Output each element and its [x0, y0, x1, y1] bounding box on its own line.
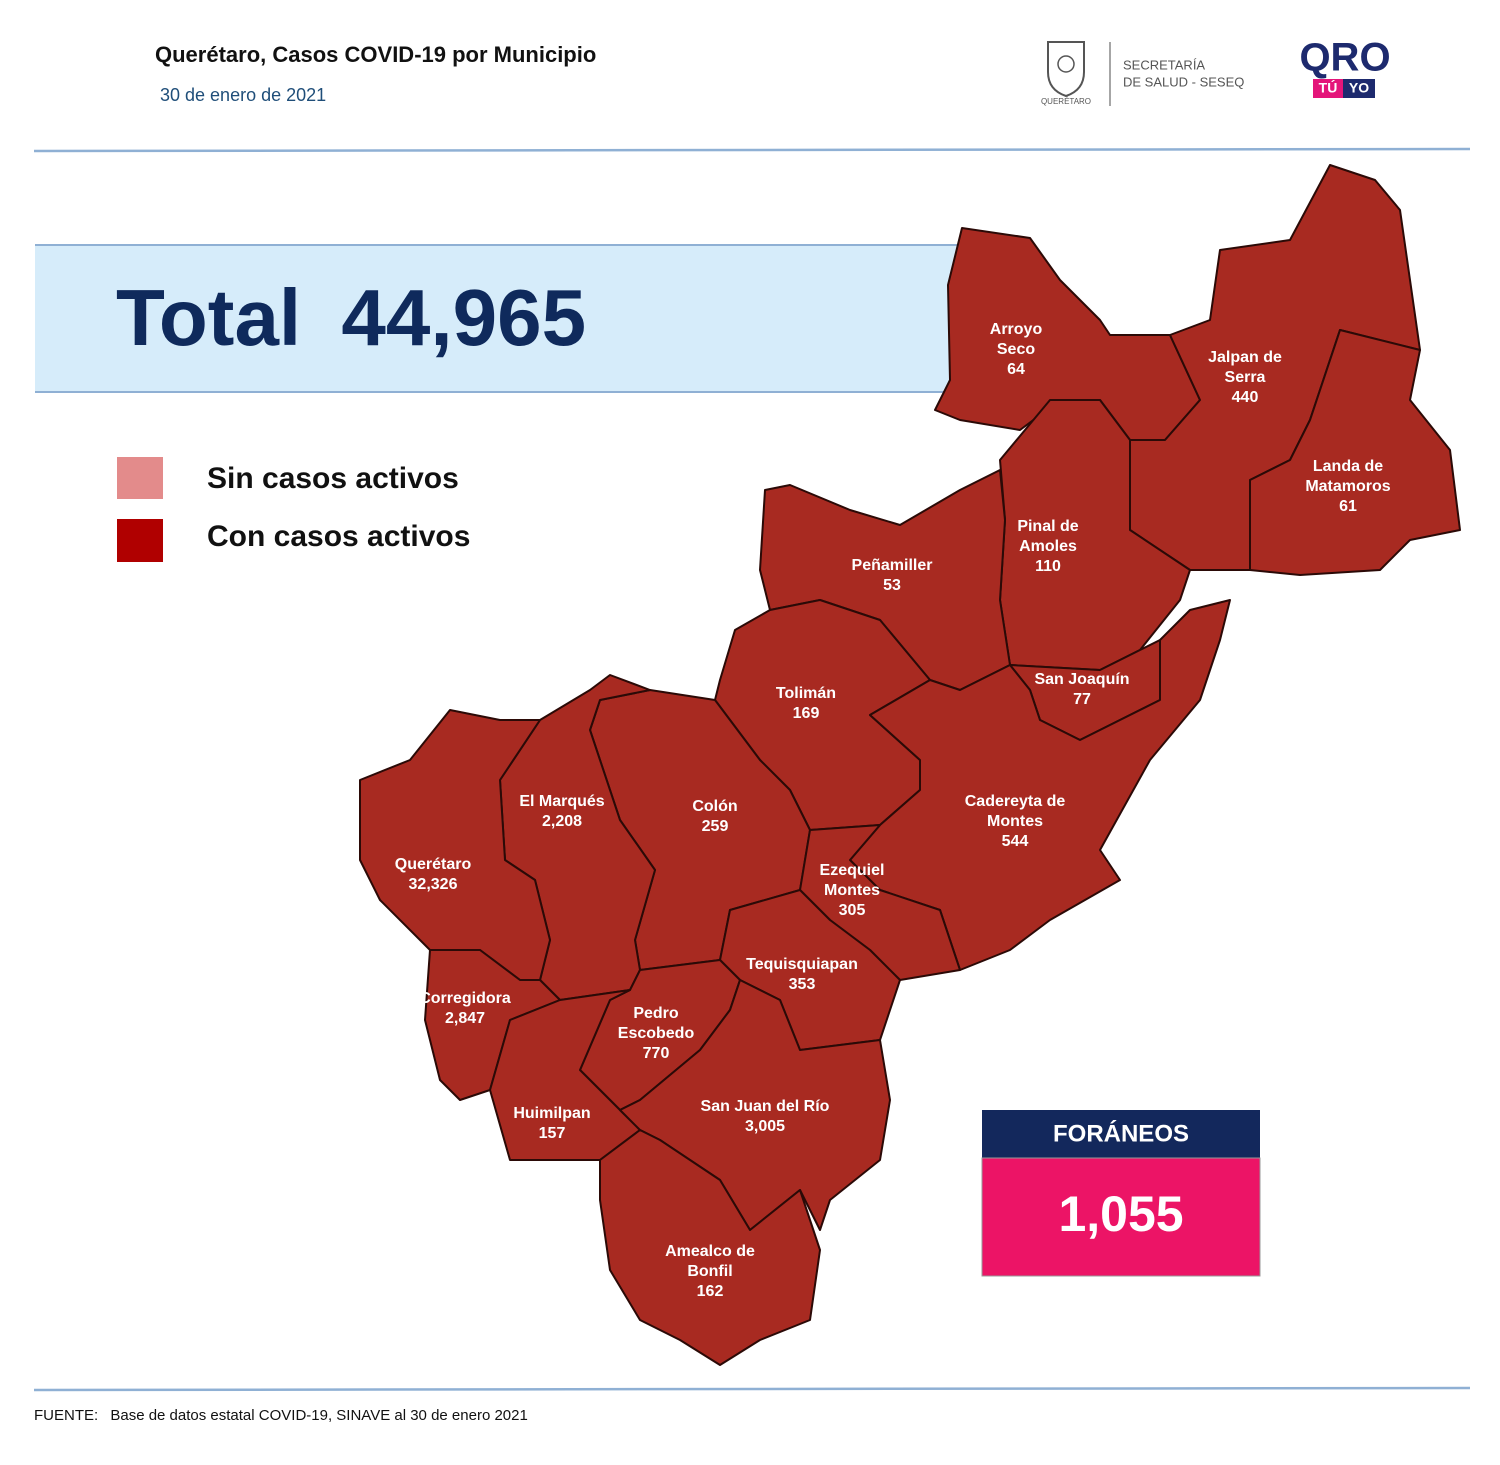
- municipality-name: Jalpan de: [1208, 349, 1282, 366]
- municipality-name: Arroyo: [990, 321, 1043, 338]
- municipality: [359, 709, 551, 981]
- municipality-label: Huimilpan 157: [513, 1105, 590, 1142]
- total-banner: Total 44,965: [35, 244, 965, 393]
- date: 30 de enero de 2021: [160, 85, 326, 105]
- legend-swatch: [117, 519, 163, 562]
- municipality-name: Ezequiel: [820, 862, 885, 879]
- map-labels: Arroyo Seco 64 Jalpan de Serra 440 Landa de Mat…: [395, 321, 1391, 1300]
- qro: QRO: [1299, 36, 1390, 80]
- foraneos-value: 1,055: [1058, 1186, 1183, 1242]
- municipality-label: Pinal de Amoles 110: [1017, 518, 1078, 575]
- title: Querétaro, Casos COVID-19 por Municipio: [155, 42, 596, 67]
- municipality-label: Colón 259: [692, 798, 737, 835]
- case-count: 162: [697, 1283, 724, 1300]
- municipality-name: Pedro: [633, 1005, 679, 1022]
- municipality-name: Matamoros: [1305, 478, 1390, 495]
- municipality-label: San Juan del Río 3,005: [701, 1098, 830, 1135]
- qro-logo: QRO TÚ YO: [1299, 36, 1391, 98]
- municipality-label: Cadereyta de Montes 544: [965, 793, 1066, 850]
- tu: TÚ: [1319, 79, 1338, 96]
- municipality-name: Huimilpan: [513, 1105, 590, 1122]
- case-count: 353: [789, 976, 816, 993]
- municipality-name: Cadereyta de: [965, 793, 1066, 810]
- municipality-label: Amealco de Bonfil 162: [665, 1243, 755, 1300]
- yo: YO: [1349, 80, 1369, 96]
- legend: Sin casos activos Con casos activos: [117, 457, 470, 562]
- municipality-label: Tequisquiapan 353: [746, 956, 858, 993]
- municipality-label: Tolimán 169: [776, 685, 836, 722]
- source-label: FUENTE:: [34, 1407, 98, 1424]
- municipality-name: Serra: [1225, 369, 1266, 386]
- municipality-name: Bonfil: [687, 1263, 732, 1280]
- municipality-label: Pedro Escobedo 770: [618, 1005, 695, 1062]
- case-count: 32,326: [409, 876, 458, 893]
- municipality-label: Corregidora 2,847: [419, 990, 511, 1027]
- case-count: 770: [643, 1045, 670, 1062]
- case-count: 2,208: [542, 813, 582, 830]
- legend-label: Sin casos activos: [207, 462, 459, 495]
- divider: [33, 1386, 1471, 1392]
- legend-swatch: [117, 457, 163, 499]
- source-text: Base de datos estatal COVID-19, SINAVE a…: [110, 1407, 527, 1424]
- case-count: 305: [839, 902, 866, 919]
- municipality-label: Querétaro 32,326: [395, 856, 472, 893]
- map: [359, 164, 1461, 1366]
- secretaria: SECRETARÍA: [1123, 57, 1205, 72]
- municipality-name: Querétaro: [395, 856, 472, 873]
- municipality-name: Seco: [997, 341, 1035, 358]
- municipality-label: Arroyo Seco 64: [990, 321, 1043, 378]
- municipality-name: Amealco de: [665, 1243, 755, 1260]
- municipality-name: Landa de: [1313, 458, 1383, 475]
- municipality-name: Montes: [987, 813, 1043, 830]
- municipality: [599, 1129, 821, 1366]
- municipality-name: Pinal de: [1017, 518, 1078, 535]
- municipality-name: Peñamiller: [852, 557, 933, 574]
- municipality: [1249, 329, 1461, 576]
- case-count: 110: [1035, 558, 1061, 575]
- case-count: 440: [1232, 389, 1259, 406]
- case-count: 61: [1339, 498, 1357, 515]
- municipality-name: San Juan del Río: [701, 1098, 830, 1115]
- case-count: 77: [1073, 691, 1091, 708]
- municipality-name: San Joaquín: [1034, 671, 1129, 688]
- municipality-name: Amoles: [1019, 538, 1077, 555]
- source: FUENTE: Base de datos estatal COVID-19, …: [34, 1407, 528, 1424]
- case-count: 169: [793, 705, 820, 722]
- municipality-name: Montes: [824, 882, 880, 899]
- municipality-label: Jalpan de Serra 440: [1208, 349, 1282, 406]
- case-count: 259: [702, 818, 729, 835]
- case-count: 3,005: [745, 1118, 785, 1135]
- case-count: 544: [1002, 833, 1029, 850]
- municipality-label: Landa de Matamoros 61: [1305, 458, 1390, 515]
- municipality-label: San Joaquín 77: [1034, 671, 1129, 708]
- municipality-name: Tequisquiapan: [746, 956, 858, 973]
- foraneos-box: FORÁNEOS 1,055: [981, 1110, 1261, 1277]
- state-logo: QUERÉTARO SECRETARÍA DE SALUD - SESEQ: [1041, 41, 1244, 106]
- foraneos-label: FORÁNEOS: [1053, 1119, 1189, 1147]
- legend-label: Con casos activos: [207, 520, 470, 553]
- state-logo-text: QUERÉTARO: [1041, 97, 1091, 106]
- total: Total 44,965: [116, 273, 586, 362]
- divider: [33, 147, 1471, 153]
- municipality-name: Colón: [692, 798, 737, 815]
- total-label: Total: [116, 273, 301, 362]
- secretaria: DE SALUD - SESEQ: [1123, 74, 1244, 89]
- municipality-label: Peñamiller 53: [852, 557, 933, 594]
- case-count: 157: [539, 1125, 566, 1142]
- municipality-label: Ezequiel Montes 305: [820, 862, 885, 919]
- municipality-name: El Marqués: [519, 793, 604, 810]
- municipality-name: Corregidora: [419, 990, 511, 1007]
- total-value: 44,965: [341, 273, 586, 362]
- case-count: 2,847: [445, 1010, 485, 1027]
- municipality-name: Tolimán: [776, 685, 836, 702]
- municipality-name: Escobedo: [618, 1025, 695, 1042]
- case-count: 64: [1007, 361, 1025, 378]
- case-count: 53: [883, 577, 901, 594]
- municipality-label: El Marqués 2,208: [519, 793, 604, 830]
